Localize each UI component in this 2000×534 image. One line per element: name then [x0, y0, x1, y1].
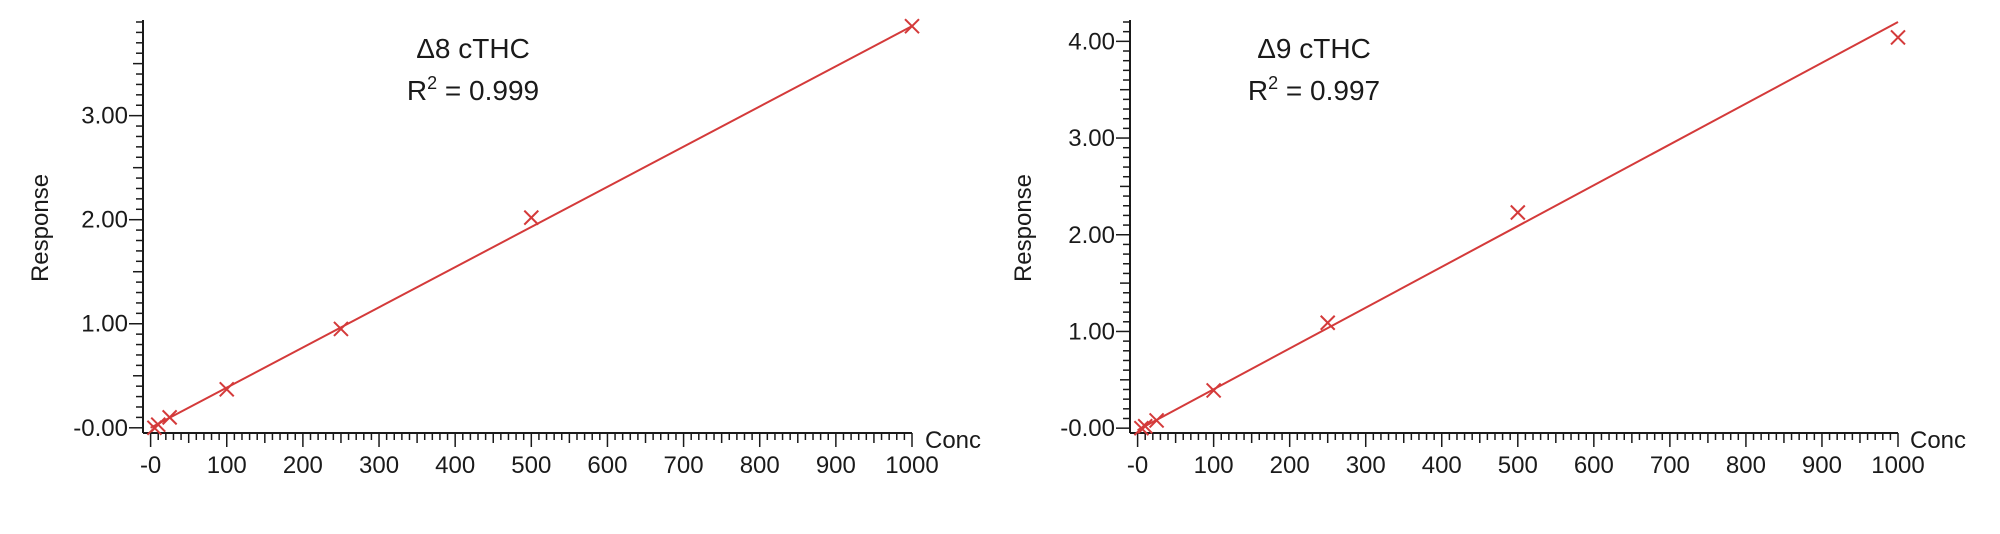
- r-squared-superscript: 2: [1268, 73, 1278, 93]
- x-tick-label: 100: [207, 452, 247, 479]
- x-tick-label: 1000: [885, 452, 938, 479]
- data-point: [1205, 382, 1222, 399]
- x-tick-label: 300: [359, 452, 399, 479]
- data-point: [523, 209, 540, 226]
- data-point: [1133, 420, 1150, 436]
- y-tick-label: -0.00: [73, 415, 128, 442]
- y-tick-label: -0.00: [1060, 415, 1115, 442]
- data-point-stroke: [333, 321, 349, 337]
- y-tick-label: 2.00: [1068, 222, 1115, 249]
- data-point-stroke: [1205, 382, 1222, 399]
- y-tick-label: 1.00: [81, 311, 128, 338]
- x-tick-label: 400: [435, 452, 475, 479]
- data-point: [1510, 204, 1526, 221]
- data-point: [161, 409, 178, 426]
- x-tick-label: 100: [1194, 452, 1234, 479]
- data-point: [150, 416, 166, 433]
- data-point-stroke: [161, 409, 178, 426]
- x-tick-label: 900: [816, 452, 856, 479]
- data-point-stroke: [1890, 29, 1906, 46]
- x-tick-label: 700: [664, 452, 704, 479]
- data-point-stroke: [1137, 418, 1153, 434]
- data-point: [1137, 418, 1153, 434]
- x-tick-label: 800: [740, 452, 780, 479]
- chart-title: Δ8 cTHC: [416, 33, 530, 64]
- data-point-stroke: [1148, 412, 1165, 429]
- x-tick-label: 400: [1422, 452, 1462, 479]
- r-squared-value: = 0.997: [1278, 75, 1380, 106]
- x-axis-title: Conc: [1910, 427, 1966, 454]
- x-tick-label: 600: [587, 452, 627, 479]
- x-tick-label: 200: [283, 452, 323, 479]
- x-tick-label: 500: [1498, 452, 1538, 479]
- x-axis-title: Conc: [925, 427, 981, 454]
- data-point-stroke: [1510, 204, 1526, 221]
- x-tick-label: 200: [1270, 452, 1310, 479]
- x-tick-label: 900: [1802, 452, 1842, 479]
- chart-title: Δ9 cTHC: [1257, 33, 1371, 64]
- r-squared-annotation: R2 = 0.997: [1248, 73, 1380, 106]
- x-tick-label: -0: [140, 452, 161, 479]
- r-squared-label: R: [407, 75, 427, 106]
- y-tick-label: 3.00: [1068, 125, 1115, 152]
- x-tick-label: 1000: [1871, 452, 1924, 479]
- x-tick-label: -0: [1127, 452, 1148, 479]
- r-squared-annotation: R2 = 0.999: [407, 73, 539, 106]
- y-axis-title: Response: [1010, 174, 1037, 282]
- chart-panel-2: -0 100 200 300 400 500 600 700 800 900 1000 -0.00 1.…: [1010, 20, 1966, 479]
- data-point: [904, 18, 920, 34]
- data-point: [1890, 29, 1906, 46]
- y-axis-title: Response: [27, 174, 54, 282]
- y-tick-label: 1.00: [1068, 318, 1115, 345]
- y-tick-label: 2.00: [81, 207, 128, 234]
- r-squared-label: R: [1248, 75, 1268, 106]
- data-point-stroke: [219, 381, 235, 398]
- data-point-stroke: [1133, 420, 1150, 436]
- x-tick-label: 500: [511, 452, 551, 479]
- data-point-stroke: [150, 416, 166, 433]
- chart-panel-1: -0 100 200 300 400 500 600 700 800 900 1000 -0.00 1.…: [27, 18, 981, 479]
- y-tick-label: 3.00: [81, 103, 128, 130]
- fit-line: [150, 25, 913, 429]
- data-point: [219, 381, 235, 398]
- data-point: [333, 321, 349, 337]
- r-squared-value: = 0.999: [437, 75, 539, 106]
- data-point: [1319, 315, 1336, 331]
- data-point: [1148, 412, 1165, 429]
- data-point-stroke: [523, 209, 540, 226]
- x-tick-label: 300: [1346, 452, 1386, 479]
- fit-line: [1137, 21, 1899, 431]
- x-tick-label: 700: [1650, 452, 1690, 479]
- data-point-stroke: [904, 18, 920, 34]
- y-tick-label: 4.00: [1068, 28, 1115, 55]
- x-tick-label: 800: [1726, 452, 1766, 479]
- x-tick-label: 600: [1574, 452, 1614, 479]
- data-point-stroke: [1319, 315, 1336, 331]
- r-squared-superscript: 2: [427, 73, 437, 93]
